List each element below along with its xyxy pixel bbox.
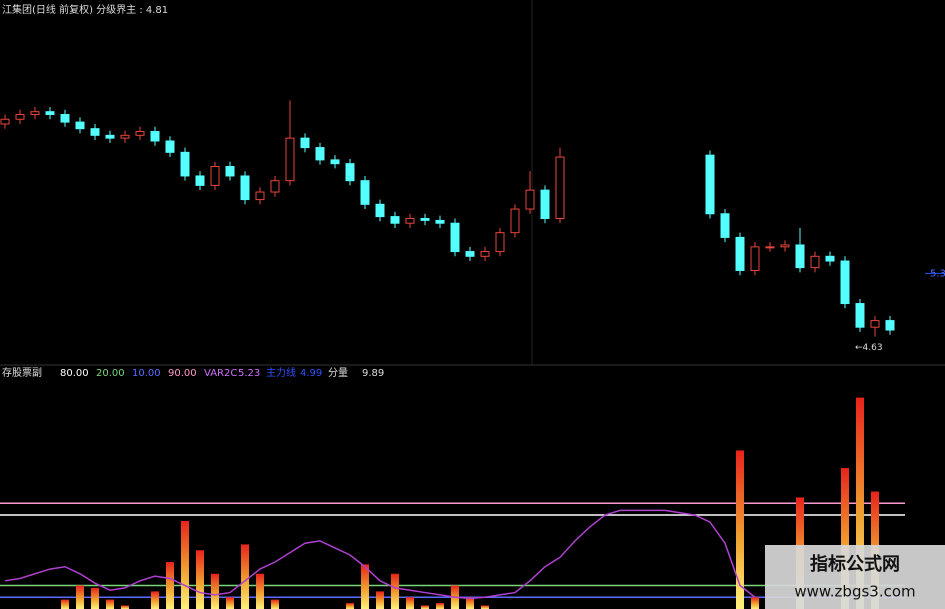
candle-body (135, 131, 145, 136)
level-label: 90.00 (168, 368, 197, 379)
candle-body (735, 236, 745, 271)
volume-bar (196, 550, 204, 609)
candle-body (480, 251, 490, 257)
candle-body (210, 166, 220, 186)
candle-body (120, 134, 130, 139)
candle-body (330, 159, 340, 165)
volume-bar (406, 597, 414, 609)
level-label: 10.00 (132, 368, 161, 379)
volume-bar (151, 591, 159, 609)
candle-body (765, 246, 775, 249)
level-label: 80.00 (60, 368, 89, 379)
watermark-url: www.zbgs3.com (794, 583, 915, 601)
readout-value: 5.23 (238, 368, 260, 379)
candle-body (510, 208, 520, 234)
candle-body (225, 166, 235, 177)
candle-body (870, 320, 880, 328)
candle-body (795, 244, 805, 269)
volume-bar (346, 603, 354, 609)
candle-body (315, 147, 325, 161)
candle-body (810, 255, 820, 269)
volume-bar (436, 603, 444, 609)
candle-body (720, 213, 730, 238)
sub-title: 存股票副 (2, 366, 42, 379)
volume-bar (841, 468, 849, 609)
candle-body (825, 255, 835, 262)
candle-body (840, 260, 850, 305)
candle-body (855, 303, 865, 328)
candle-body (15, 114, 25, 120)
candle-body (45, 111, 55, 116)
candle-body (345, 163, 355, 182)
volume-bar (271, 599, 279, 609)
volume-bar (121, 605, 129, 609)
low-annotation: ←4.63 (855, 343, 883, 353)
candle-body (540, 189, 550, 219)
readout-name: 分量 (328, 367, 348, 379)
candle-body (240, 175, 250, 201)
volume-bar (481, 605, 489, 609)
level-label: 20.00 (96, 368, 125, 379)
candle-body (375, 203, 385, 218)
candle-body (165, 140, 175, 153)
watermark-box (765, 545, 945, 609)
volume-bar (751, 597, 759, 609)
candle-body (705, 154, 715, 215)
volume-bar (166, 562, 174, 609)
volume-bar (76, 585, 84, 609)
readout-name: VAR2C (204, 368, 237, 379)
var2c-line (4, 509, 756, 600)
volume-bar (466, 597, 474, 609)
volume-bar (421, 605, 429, 609)
candle-body (195, 175, 205, 186)
candle-body (75, 121, 85, 130)
candle-body (180, 151, 190, 177)
volume-bar (391, 573, 399, 609)
volume-bar (91, 587, 99, 609)
price-label: 5.37 (930, 268, 945, 279)
readout-name: 主力线 (266, 366, 296, 379)
volume-bar (211, 573, 219, 609)
candle-body (90, 128, 100, 136)
candle-body (465, 251, 475, 257)
candle-body (255, 191, 265, 201)
candle-body (525, 189, 535, 210)
readout-value: 4.99 (300, 368, 322, 379)
candle-body (405, 217, 415, 224)
watermark: 指标公式网 (810, 553, 900, 575)
candle-body (270, 180, 280, 193)
readout-value: 9.89 (362, 368, 384, 379)
candle-body (150, 131, 160, 142)
candle-body (0, 118, 10, 125)
volume-bar (376, 591, 384, 609)
volume-bar (226, 597, 234, 609)
volume-bar (736, 450, 744, 609)
volume-bar (181, 520, 189, 609)
candle-body (750, 246, 760, 271)
candle-body (780, 244, 790, 248)
volume-bar (106, 599, 114, 609)
main-title: 江集团(日线 前复权) 分级界主 : 4.81 (2, 3, 168, 16)
candle-body (60, 114, 70, 123)
candle-body (495, 232, 505, 253)
candle-body (360, 180, 370, 205)
candle-body (885, 320, 895, 331)
candle-body (105, 134, 115, 139)
volume-bar (256, 573, 264, 609)
candle-body (450, 222, 460, 253)
candle-body (30, 111, 40, 116)
volume-bar (361, 564, 369, 609)
candle-body (390, 216, 400, 224)
volume-bar (61, 599, 69, 609)
candle-body (435, 219, 445, 224)
candle-body (555, 156, 565, 219)
candle-body (300, 137, 310, 149)
volume-bar (856, 397, 864, 609)
candle-body (285, 137, 295, 182)
volume-bar (241, 544, 249, 609)
candle-body (420, 217, 430, 221)
